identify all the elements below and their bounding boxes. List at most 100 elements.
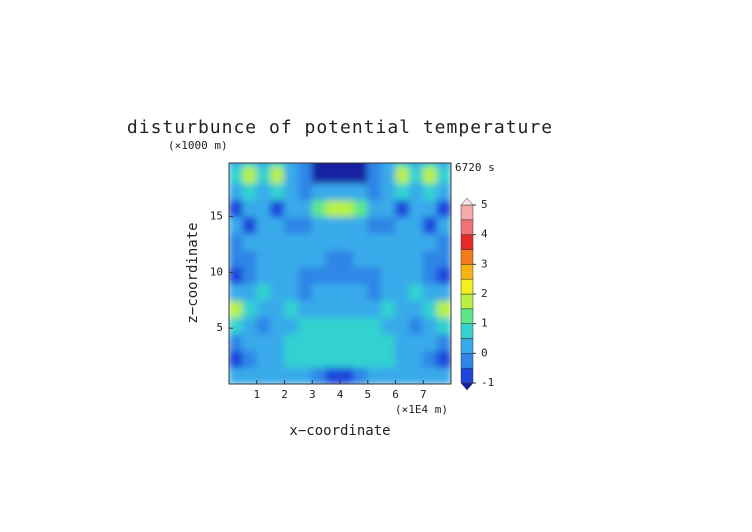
contour-cell [242,316,258,335]
contour-cell [284,333,299,352]
contour-cell [270,165,285,184]
contour-cell [325,316,341,335]
contour-cell [325,182,341,201]
contour-cell [270,316,285,335]
contour-cell [408,316,424,335]
contour-cell [311,333,327,352]
contour-cell [270,366,285,384]
contour-cell [325,299,341,318]
contour-cell [325,249,341,268]
contour-cell [325,283,341,301]
contour-cell [408,182,424,201]
contour-cell [229,333,244,352]
contour-cell [242,333,258,352]
contour-cell [436,299,451,318]
contour-cell [408,299,424,318]
contour-cell [339,366,355,384]
contour-cell [256,199,272,218]
contour-cell [422,163,438,167]
contour-cell [284,299,299,318]
contour-cell [353,182,369,201]
contour-cell [229,232,244,251]
contour-cell [436,165,451,184]
contour-cell [325,350,341,368]
contour-cell [395,266,410,285]
contour-cell [395,366,410,384]
contour-cell [256,182,272,201]
contour-cell [270,249,285,268]
contour-cell [408,266,424,285]
contour-cell [311,283,327,301]
contour-cell [339,163,355,167]
contour-cell [381,366,396,384]
contour-cell [297,199,313,218]
contour-cell [229,299,244,318]
contour-cell [256,350,272,368]
contour-cell [395,163,410,167]
contour-cell [408,216,424,234]
contour-cell [422,216,438,234]
contour-cell [339,266,355,285]
contour-cell [311,199,327,218]
colorbar-swatch [460,293,474,310]
contour-cell [408,165,424,184]
contour-cell [353,316,369,335]
contour-cell [395,350,410,368]
contour-cell [381,266,396,285]
contour-cell [408,350,424,368]
contour-cell [395,165,410,184]
contour-cell [339,182,355,201]
contour-cell [229,165,244,184]
contour-cell [339,199,355,218]
contour-cell [367,163,383,167]
contour-cell [353,366,369,384]
contour-cell [284,350,299,368]
x-tick-label: 5 [364,388,371,401]
contour-cell [353,283,369,301]
contour-cell [367,216,383,234]
contour-cell [367,249,383,268]
contour-cell [436,182,451,201]
colorbar: -1 0 1 2 3 4 5 [460,197,494,391]
contour-cell [381,182,396,201]
contour-cell [297,333,313,352]
contour-cell [422,232,438,251]
contour-cell [381,163,396,167]
contour-cell [395,283,410,301]
contour-cell [339,232,355,251]
contour-cell [297,316,313,335]
contour-cell [367,316,383,335]
contour-cell [395,199,410,218]
contour-cell [353,163,369,167]
contour-cell [422,299,438,318]
y-unit-label: (×1000 m) [168,139,228,152]
contour-cell [436,249,451,268]
x-tick-label: 3 [309,388,316,401]
contour-cell [297,283,313,301]
contour-cell [436,163,451,167]
contour-cell [367,165,383,184]
contour-cell [242,232,258,251]
contour-cell [353,165,369,184]
y-tick-label: 5 [216,321,223,334]
contour-cell [311,266,327,285]
contour-cell [242,165,258,184]
contour-cell [242,249,258,268]
contour-cell [395,333,410,352]
contour-cell [339,283,355,301]
contour-cell [270,199,285,218]
contour-cell [395,316,410,335]
contour-cell [381,333,396,352]
contour-cell [353,299,369,318]
contour-cell [229,199,244,218]
colorbar-swatch [460,219,474,235]
contour-cell [436,216,451,234]
x-tick-label: 7 [420,388,427,401]
contour-cell [297,216,313,234]
colorbar-swatch [460,308,474,324]
contour-cell [367,350,383,368]
colorbar-swatch [460,249,474,265]
contour-cell [297,182,313,201]
contour-cell [311,249,327,268]
